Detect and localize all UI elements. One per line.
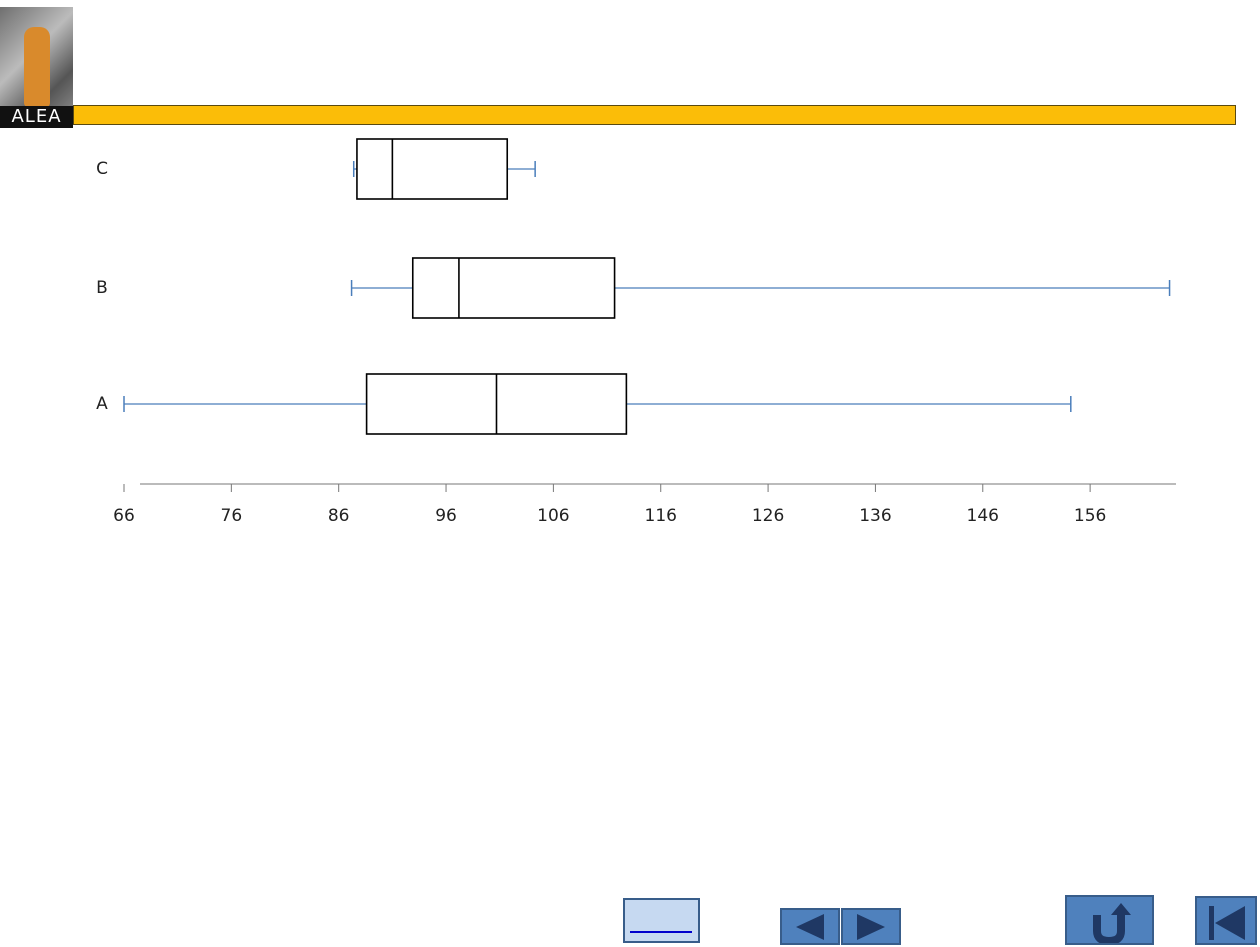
- next-icon: [857, 914, 885, 940]
- box: [411, 257, 616, 319]
- category-label: C: [96, 159, 108, 179]
- logo: ALEA: [0, 7, 73, 128]
- x-tick-label: 156: [1074, 506, 1106, 526]
- category-label: A: [96, 394, 108, 414]
- first-button[interactable]: [1195, 896, 1257, 945]
- logo-figure: [24, 27, 50, 107]
- prev-button[interactable]: [780, 908, 840, 945]
- link-button[interactable]: [623, 898, 700, 943]
- return-button[interactable]: [1065, 895, 1154, 946]
- box: [356, 138, 509, 200]
- x-tick-label: 146: [967, 506, 999, 526]
- x-tick-label: 66: [113, 506, 135, 526]
- return-icon: [1093, 903, 1131, 946]
- prev-icon: [796, 914, 824, 940]
- x-tick-label: 76: [221, 506, 243, 526]
- x-tick-label: 126: [752, 506, 784, 526]
- header-bar: [73, 105, 1236, 125]
- x-tick-label: 86: [328, 506, 350, 526]
- link-underline: [630, 931, 692, 933]
- x-tick-label: 96: [435, 506, 457, 526]
- x-tick-label: 116: [645, 506, 677, 526]
- x-tick-label: 136: [859, 506, 891, 526]
- x-tick-label: 106: [537, 506, 569, 526]
- category-label: B: [96, 278, 108, 298]
- logo-text: ALEA: [0, 106, 73, 128]
- chart: 66 76 86 96 106 116 126 136 146 156 A B C: [96, 138, 1176, 526]
- next-button[interactable]: [841, 908, 901, 945]
- first-icon: [1209, 906, 1245, 940]
